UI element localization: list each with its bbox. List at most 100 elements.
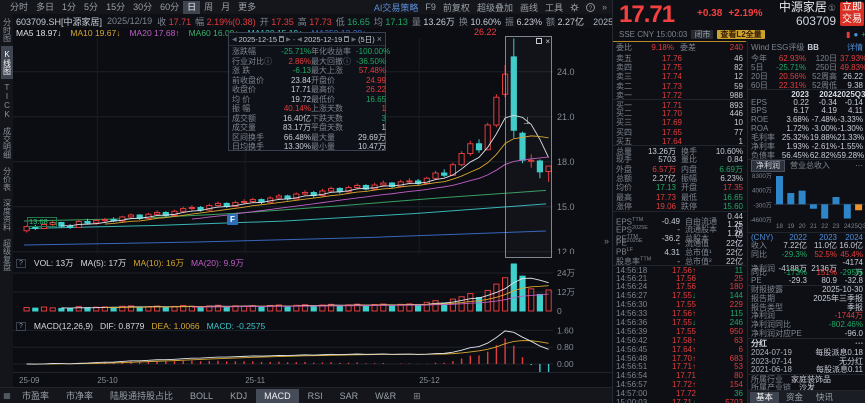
tool-3[interactable]: 超级叠加 <box>476 2 513 13</box>
add-indicator-button[interactable]: ⊞ <box>413 390 421 401</box>
indicator-tab-市盈率[interactable]: 市盈率 <box>22 390 50 401</box>
tool-2[interactable]: 前复权 <box>442 2 470 13</box>
ratio-row-净利率: 净利率 1.93% -2.61% -1.55% <box>751 142 863 152</box>
help-icon[interactable]: ? <box>16 321 26 331</box>
range-selection-box[interactable]: × <box>505 36 552 258</box>
plus-icon[interactable]: + <box>861 30 865 39</box>
esg-detail-link[interactable]: 详情 <box>847 42 863 52</box>
fundamentals-column[interactable]: Wind ESG评级 BB 详情 今年 62.93% 120日 37.93% 5日 -25.71… <box>747 41 865 403</box>
pane-icon[interactable] <box>536 38 543 44</box>
more-icon[interactable]: ⋯ <box>855 161 863 170</box>
macd-pane-header: ? MACD(12,26,9) DIF: 0.8779 DEA: 1.0066 MACD… <box>16 321 265 331</box>
x-label-25-10: 25-10 <box>97 376 118 385</box>
bid-level-row[interactable]: 买二 17.70 446 <box>616 109 743 119</box>
profit-tab-净利润[interactable]: 净利润 <box>751 159 785 172</box>
svg-text:19: 19 <box>787 223 794 230</box>
period-tab-30分[interactable]: 30分 <box>133 1 153 12</box>
volume-chart[interactable]: 24万 12万 0 <box>13 254 612 318</box>
event-flag-badge[interactable]: F <box>227 214 238 225</box>
bid-level-row[interactable]: 买一 17.71 893 <box>613 98 746 110</box>
svg-text:4000万: 4000万 <box>752 187 772 194</box>
close-icon[interactable]: × <box>376 34 382 44</box>
period-tab-多日[interactable]: 多日 <box>36 1 55 12</box>
tool-5[interactable]: 工具 <box>544 2 563 13</box>
period-tab-5分[interactable]: 5分 <box>84 1 99 12</box>
sidebar-item-超级复盘[interactable]: 超级复盘 <box>2 239 12 271</box>
sidebar-item-成交明细[interactable]: 成交明细 <box>2 127 12 159</box>
svg-text:24万: 24万 <box>557 268 575 278</box>
period-tab-日[interactable]: 日 <box>183 0 201 14</box>
panel-tab-资金[interactable]: 资金 <box>786 391 804 402</box>
prev-date-icon[interactable]: ◀ <box>297 36 302 43</box>
time-sales-row: 14:56:54 17.71 80 <box>616 371 743 381</box>
panel-tab-快讯[interactable]: 快讯 <box>816 391 834 402</box>
indicator-tab-SAR[interactable]: SAR <box>339 390 359 401</box>
ask-level-row[interactable]: 卖三 17.74 12 <box>616 72 743 82</box>
l2-quote-button[interactable]: 查看L2全量 <box>717 30 765 39</box>
more-icon[interactable]: ⋯ <box>855 338 863 348</box>
calendar-icon[interactable] <box>344 36 350 42</box>
indicator-tab-市净率[interactable]: 市净率 <box>66 390 94 401</box>
bid-level-row[interactable]: 买三 17.69 10 <box>616 118 743 128</box>
indicator-tab-KDJ[interactable]: KDJ <box>230 390 248 401</box>
period-tab-15分[interactable]: 15分 <box>106 1 126 12</box>
period-tab-更多[interactable]: 更多 <box>238 1 257 12</box>
stock-name[interactable]: 中源家居 <box>778 0 827 14</box>
sidebar-item-TICK[interactable]: TICK <box>2 83 12 119</box>
indicator-tab-陆股通持股占比[interactable]: 陆股通持股占比 <box>110 390 174 401</box>
help-icon[interactable]: ? <box>16 258 26 268</box>
grid-icon[interactable]: ▦ <box>3 391 11 400</box>
indicator-tab-BOLL[interactable]: BOLL <box>190 390 214 401</box>
prev-date-icon[interactable]: ◀ <box>232 36 237 43</box>
order-book-column[interactable]: 委比 9.18% 委差 240 卖五 17.76 46 卖四 17.75 82 卖三 17.74 12 卖… <box>613 41 746 403</box>
period-tab-1分[interactable]: 1分 <box>62 1 77 12</box>
ma-value-MA20: MA20 17.68↑ <box>129 28 180 38</box>
next-date-icon[interactable]: ▶ <box>286 36 291 43</box>
tool-1[interactable]: F9 <box>425 2 436 12</box>
period-tab-月[interactable]: 月 <box>221 1 231 12</box>
range-start-date[interactable]: 2025-12-15 <box>238 34 277 44</box>
candlestick-chart[interactable]: 24.0 21.0 18.0 15.0 12.0 <box>13 38 612 254</box>
close-icon[interactable]: × <box>545 37 550 46</box>
panel-tab-基本[interactable]: 基本 <box>750 391 780 403</box>
tool-4[interactable]: 画线 <box>519 2 538 13</box>
symbol-code[interactable]: 603709.SH[中源家居] <box>16 16 103 27</box>
help-icon[interactable]: ? <box>585 2 595 12</box>
ask-level-row[interactable]: 卖一 17.72 988 <box>616 90 743 100</box>
indicator-tab-RSI[interactable]: RSI <box>307 390 323 401</box>
period-tab-60分[interactable]: 60分 <box>160 1 180 12</box>
kline-icon[interactable]: ▮ <box>846 30 851 39</box>
indicator-tab-W&R[interactable]: W&R <box>375 390 397 401</box>
trade-now-button[interactable]: 立即交易 <box>840 2 864 26</box>
x-label-25-09: 25-09 <box>19 376 40 385</box>
sidebar-item-分时图[interactable]: 分时图 <box>2 18 12 42</box>
more-icon[interactable]: » <box>601 2 607 12</box>
range-end-date[interactable]: 2025-12-19 <box>303 34 343 44</box>
ask-level-row[interactable]: 卖五 17.76 46 <box>616 54 743 63</box>
tool-0[interactable]: AI交易策略 <box>373 2 419 13</box>
bid-level-row[interactable]: 买五 17.64 1 <box>616 136 743 146</box>
info-icon[interactable]: ① <box>827 3 836 13</box>
quote-field-幅: 幅 2.19%(0.38) <box>195 16 256 27</box>
dot-icon[interactable]: ● <box>853 30 859 39</box>
time-sales-row: 14:56:51 17.71↑ 53 <box>616 362 743 372</box>
period-tab-分时[interactable]: 分时 <box>10 1 29 12</box>
ask-level-row[interactable]: 卖二 17.73 59 <box>616 81 743 91</box>
next-date-icon[interactable]: ▶ <box>351 36 357 43</box>
period-tab-周[interactable]: 周 <box>204 1 214 12</box>
gear-icon[interactable] <box>570 3 579 12</box>
top-toolbar: 分时 多日 1分 5分 15分 30分 60分日周月更多 AI交易策略 F9 前复权 超级叠加 画线… <box>0 0 612 14</box>
indicator-tab-MACD[interactable]: MACD <box>256 388 299 403</box>
dividend-row: 2023-07-14 无分红 <box>751 356 863 366</box>
profit-tab-营业总收入[interactable]: 营业总收入 <box>790 161 830 170</box>
macd-chart[interactable]: 1.60 0.80 0.00 <box>13 318 612 372</box>
panel-collapse-handle[interactable]: » <box>604 236 610 246</box>
ask-level-row[interactable]: 卖四 17.75 82 <box>616 63 743 73</box>
dividend-header: 分红 ⋯ <box>748 338 865 348</box>
calendar-icon[interactable] <box>279 36 285 42</box>
ma-line-MA20 <box>191 156 549 220</box>
sidebar-item-深度资料[interactable]: 深度资料 <box>2 199 12 231</box>
bid-level-row[interactable]: 买四 17.65 77 <box>616 127 743 137</box>
sidebar-item-分价表[interactable]: 分价表 <box>2 167 12 191</box>
sidebar-item-K线图[interactable]: K线图 <box>0 46 13 79</box>
